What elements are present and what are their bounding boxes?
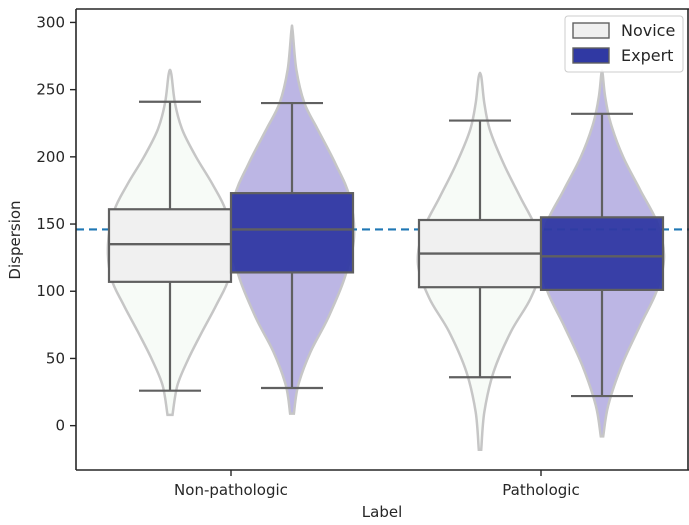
box-novice-0 xyxy=(107,208,233,283)
x-axis-title: Label xyxy=(362,503,402,521)
y-tick-label: 300 xyxy=(36,13,65,31)
y-axis-title: Dispersion xyxy=(6,200,24,279)
box-expert-0 xyxy=(229,192,355,274)
legend-swatch-expert xyxy=(572,47,610,64)
legend-label-expert: Expert xyxy=(621,46,673,65)
y-tick-label: 0 xyxy=(55,417,65,435)
axes-layer: 0 50 100 150 200 250 300 Non-pathologic Patholog… xyxy=(36,8,689,499)
box-expert-1 xyxy=(539,216,665,292)
legend-swatch-novice xyxy=(572,22,610,39)
x-tick-label: Pathologic xyxy=(502,481,579,499)
y-tick-label: 150 xyxy=(36,215,65,233)
y-tick-label: 50 xyxy=(46,349,65,367)
legend: Novice Expert xyxy=(564,15,684,73)
x-tick-label: Non-pathologic xyxy=(174,481,288,499)
plot-layer xyxy=(76,24,689,452)
y-tick-label: 100 xyxy=(36,282,65,300)
legend-label-novice: Novice xyxy=(621,21,675,40)
y-tick-label: 250 xyxy=(36,81,65,99)
y-tick-label: 200 xyxy=(36,148,65,166)
